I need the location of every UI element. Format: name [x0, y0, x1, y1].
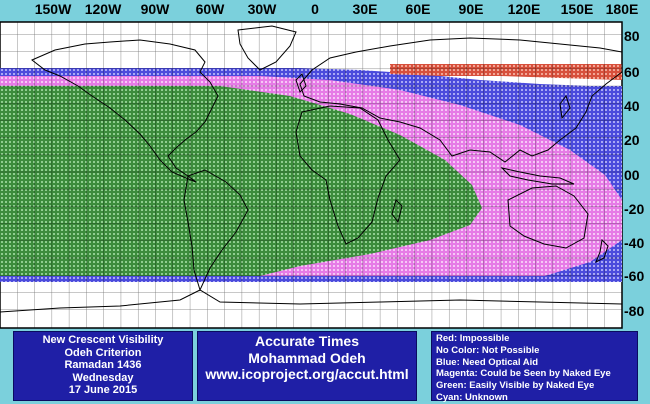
visibility-map	[0, 21, 623, 329]
lon-label: 90W	[140, 1, 170, 17]
info-criterion: Odeh Criterion	[64, 346, 142, 359]
lon-label: 150E	[560, 1, 594, 17]
crescent-info-box: New Crescent Visibility Odeh Criterion R…	[13, 331, 193, 401]
coast-south-america	[183, 169, 249, 292]
info-month: Ramadan 1436	[64, 359, 142, 372]
credits-author: Mohammad Odeh	[248, 349, 366, 366]
legend-green: Green: Easily Visible by Naked Eye	[436, 380, 595, 392]
lon-label: 0	[311, 1, 319, 17]
coastlines	[0, 25, 623, 313]
lat-label: -20	[624, 201, 645, 217]
coast-antarctica	[0, 289, 623, 313]
coast-greenland	[237, 25, 297, 71]
zone-green	[0, 86, 482, 276]
lat-label: -80	[624, 303, 645, 319]
lat-label: -60	[624, 268, 645, 284]
legend-no-color: No Color: Not Possible	[436, 344, 540, 356]
lon-label: 60W	[195, 1, 225, 17]
lon-label: 30W	[247, 1, 277, 17]
lon-label: 180E	[605, 1, 639, 17]
lon-label: 120E	[507, 1, 541, 17]
legend-magenta: Magenta: Could be Seen by Naked Eye	[436, 368, 611, 380]
lat-label: 40	[624, 98, 640, 114]
legend-box: Red: Impossible No Color: Not Possible B…	[431, 331, 638, 403]
credits-box: Accurate Times Mohammad Odeh www.icoproj…	[197, 331, 417, 401]
lat-label: -40	[624, 235, 645, 251]
lat-label: 60	[624, 64, 640, 80]
lat-label: 80	[624, 28, 640, 44]
coast-australia	[507, 185, 589, 249]
map-grid	[0, 22, 622, 328]
lat-label: 20	[624, 132, 640, 148]
coast-japan	[559, 94, 571, 120]
lat-label: 00	[624, 167, 640, 183]
legend-blue: Blue: Need Optical Aid	[436, 356, 539, 368]
credits-title: Accurate Times	[254, 333, 359, 349]
coast-indonesia	[500, 167, 575, 185]
credits-url[interactable]: www.icoproject.org/accut.html	[205, 366, 409, 382]
info-weekday: Wednesday	[72, 371, 134, 384]
lon-label: 150W	[34, 1, 72, 17]
legend-red: Red: Impossible	[436, 333, 510, 344]
lon-label: 30E	[352, 1, 378, 17]
coast-eurasia	[299, 37, 623, 163]
zone-red	[390, 64, 622, 80]
coast-africa	[295, 105, 401, 245]
coast-new-zealand	[595, 238, 609, 264]
lon-label: 90E	[458, 1, 484, 17]
info-title: New Crescent Visibility	[42, 334, 164, 346]
lon-label: 60E	[405, 1, 431, 17]
coast-uk	[295, 73, 307, 93]
coast-madagascar	[391, 199, 403, 224]
coast-north-america	[31, 39, 219, 183]
info-date: 17 June 2015	[68, 384, 138, 397]
legend-cyan: Cyan: Unknown	[436, 391, 508, 403]
lon-label: 120W	[84, 1, 122, 17]
